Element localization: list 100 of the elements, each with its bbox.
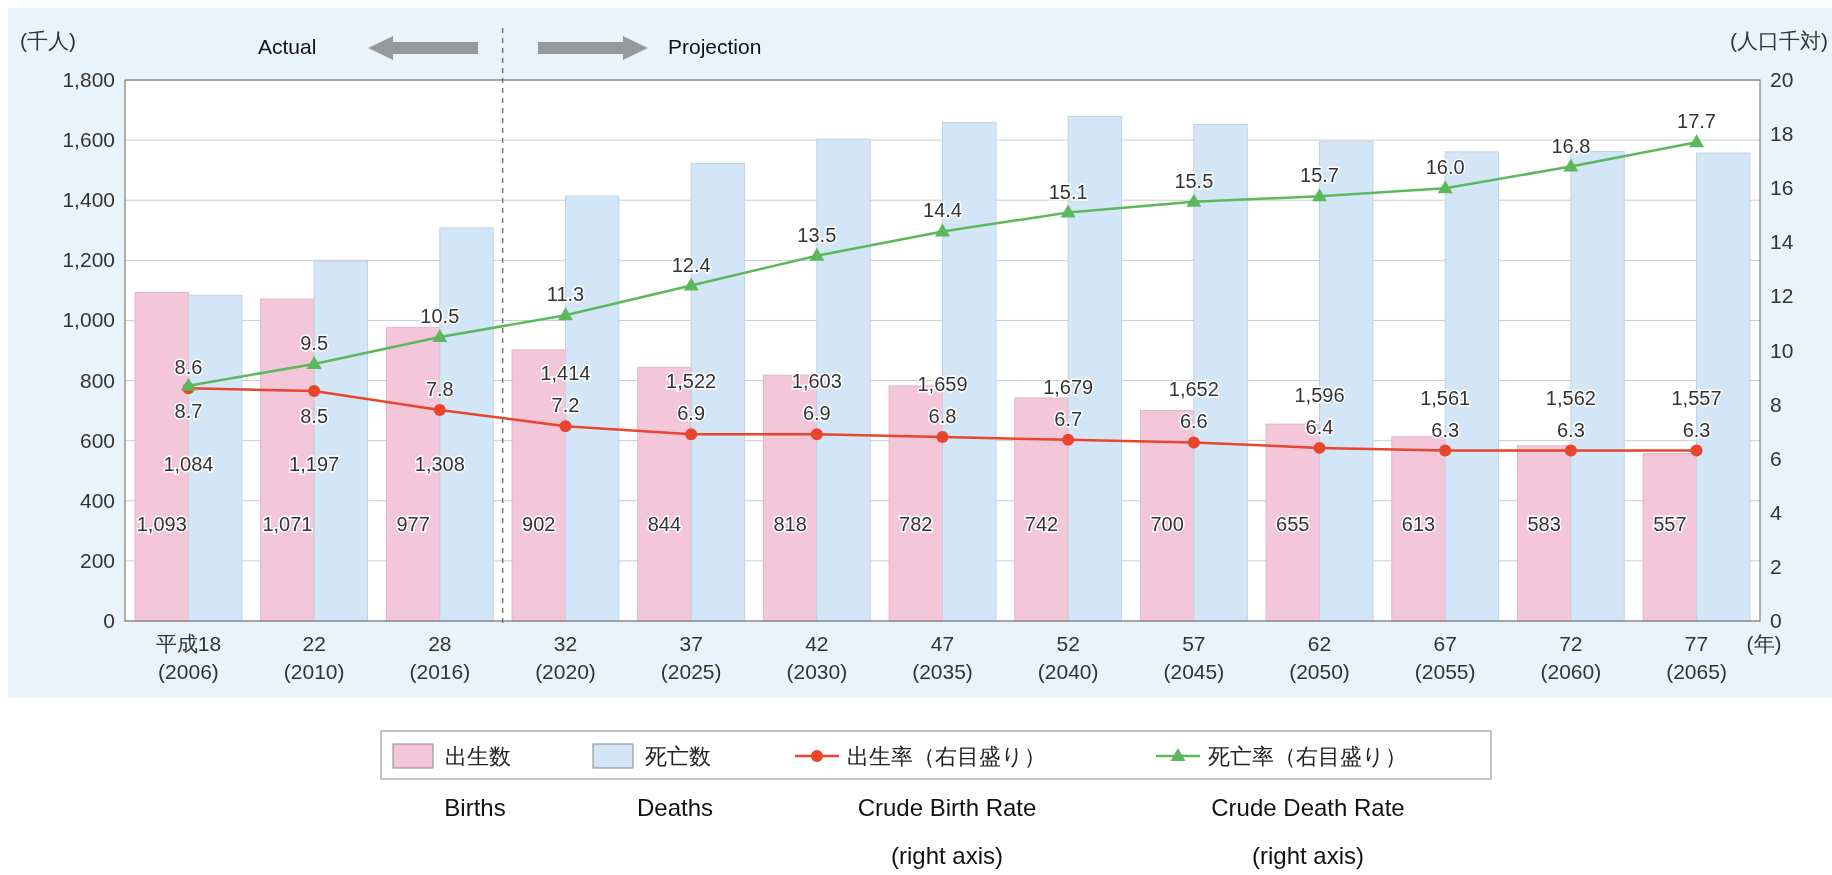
- y-tick-label: 400: [79, 488, 115, 512]
- point: [1060, 204, 1076, 218]
- data-label: 1,093: [136, 512, 187, 535]
- bar: [1642, 453, 1698, 622]
- data-label: 1,414: [540, 362, 591, 385]
- point: [1312, 188, 1328, 202]
- data-label: 13.5: [797, 223, 837, 246]
- data-label: 6.7: [1054, 407, 1083, 430]
- point: [1062, 433, 1075, 446]
- legend-label: 出生率（右目盛り） Crude Birth Rate (right axis): [847, 744, 1046, 869]
- data-label: 1,603: [791, 370, 842, 393]
- data-label: 7.2: [551, 394, 580, 417]
- y-tick-label: 1,800: [62, 68, 115, 91]
- legend-label: 死亡数 Deaths: [636, 744, 714, 821]
- y-tick-label: 1,200: [62, 248, 115, 272]
- text: Actual: [258, 35, 317, 58]
- x-tick-label: 47 (2035): [912, 632, 973, 683]
- data-label: 1,679: [1043, 375, 1094, 398]
- point: [306, 356, 322, 370]
- point: [557, 307, 573, 321]
- data-label: 613: [1401, 512, 1436, 535]
- data-label: 8.5: [300, 405, 329, 428]
- y-tick-label: 1,600: [62, 128, 115, 152]
- data-label: 8.6: [174, 356, 203, 379]
- point: [1313, 441, 1326, 454]
- x-tick-label: 57 (2045): [1163, 632, 1225, 683]
- data-label: 742: [1024, 512, 1059, 535]
- x-tick-label: 52 (2040): [1037, 632, 1099, 683]
- y-tick-label: 800: [79, 368, 115, 392]
- y-tick-label: 600: [79, 428, 115, 452]
- y2-tick-label: 20: [1770, 68, 1794, 91]
- y2-axis-title: (人口千対): [1730, 29, 1828, 52]
- data-label: 6.6: [1179, 410, 1208, 433]
- point: [1689, 134, 1705, 148]
- x-tick-label: 22 (2010): [283, 632, 345, 683]
- data-label: 6.9: [802, 402, 831, 425]
- data-label: 16.8: [1551, 134, 1591, 157]
- y2-tick-label: 8: [1770, 392, 1782, 416]
- point: [1437, 180, 1453, 194]
- y-axis-title: (千人): [20, 29, 76, 52]
- data-label: 6.4: [1305, 415, 1334, 438]
- point: [1690, 444, 1703, 457]
- data-label: 6.8: [928, 405, 957, 428]
- y2-tick-label: 0: [1770, 609, 1782, 632]
- y2-tick-label: 12: [1770, 284, 1794, 308]
- point: [685, 428, 698, 441]
- legend-label: 死亡率（右目盛り） Crude Death Rate (right axis): [1208, 744, 1407, 869]
- data-label: 1,561: [1420, 386, 1471, 409]
- data-label: 11.3: [546, 283, 585, 306]
- x-tick-label: 72 (2060): [1540, 632, 1602, 683]
- y2-tick-label: 10: [1770, 338, 1794, 362]
- x-tick-label: 28 (2016): [409, 632, 471, 683]
- data-label: 6.9: [677, 402, 706, 425]
- legend-label: 出生数 Births: [444, 744, 511, 821]
- point: [1564, 444, 1577, 457]
- x-tick-label: 32 (2020): [535, 632, 596, 683]
- x-tick-label: 77 (2065): [1666, 632, 1727, 683]
- y-tick-label: 200: [79, 548, 115, 572]
- y2-tick-label: 4: [1770, 500, 1782, 524]
- data-label: 10.5: [420, 304, 460, 327]
- data-label: 902: [522, 512, 556, 535]
- data-label: 7.8: [425, 378, 454, 401]
- point: [1186, 193, 1202, 207]
- point: [1439, 444, 1452, 457]
- data-label: 557: [1653, 512, 1687, 535]
- point: [1563, 158, 1579, 172]
- y-tick-label: 1,000: [62, 308, 115, 332]
- data-label: 1,562: [1545, 386, 1596, 409]
- point: [810, 428, 823, 441]
- data-label: 16.0: [1425, 156, 1465, 179]
- y2-tick-label: 16: [1770, 176, 1794, 200]
- y-tick-label: 1,400: [62, 188, 115, 212]
- y2-tick-label: 6: [1770, 446, 1782, 470]
- y-tick-label: 0: [103, 609, 115, 632]
- point: [1187, 436, 1200, 449]
- y2-tick-label: 18: [1770, 122, 1794, 146]
- x-tick-label: 67 (2055): [1414, 632, 1476, 683]
- data-label: 6.3: [1556, 418, 1585, 441]
- point: [559, 420, 572, 433]
- data-label: 1,596: [1294, 383, 1345, 406]
- point: [180, 377, 196, 391]
- data-label: 1,522: [666, 370, 717, 393]
- point: [683, 277, 699, 291]
- data-label: 1,084: [163, 452, 214, 475]
- point: [433, 404, 446, 417]
- x-tick-label: 42 (2030): [786, 632, 848, 683]
- data-label: 17.7: [1677, 110, 1716, 133]
- data-label: 12.4: [671, 253, 711, 276]
- point: [432, 328, 448, 342]
- x-tick-label: 62 (2050): [1289, 632, 1350, 683]
- data-label: 15.1: [1048, 180, 1088, 203]
- data-label: 1,197: [289, 452, 340, 475]
- point: [936, 431, 949, 444]
- data-label: 818: [773, 512, 807, 535]
- y2-tick-label: 14: [1770, 230, 1794, 254]
- data-label: 15.7: [1300, 164, 1339, 187]
- data-label: 1,071: [262, 512, 313, 535]
- data-label: 655: [1276, 512, 1310, 535]
- x-tick-label: 37 (2025): [660, 632, 722, 683]
- data-label: 1,659: [917, 373, 968, 396]
